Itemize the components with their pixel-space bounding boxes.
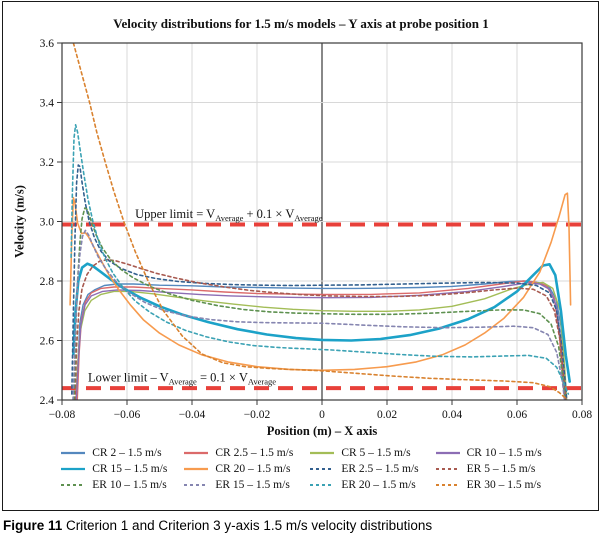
legend-item-er15: ER 15 – 1.5 m/s <box>183 479 293 491</box>
y-tick-label: 2.6 <box>40 336 55 348</box>
legend-swatch-er10 <box>61 484 86 486</box>
legend-item-cr5: CR 5 – 1.5 m/s <box>309 447 418 459</box>
caption-label: Figure 11 <box>3 518 63 533</box>
legend-item-er2_5: ER 2.5 – 1.5 m/s <box>309 463 419 475</box>
legend-swatch-er20 <box>310 484 335 486</box>
legend-swatch-er5 <box>435 468 460 470</box>
legend-item-er30: ER 30 – 1.5 m/s <box>435 479 542 491</box>
x-axis-label: Position (m) – X axis <box>266 424 378 438</box>
x-tick-label: 0.04 <box>442 409 462 421</box>
figure-border <box>2 1 599 511</box>
legend-swatch-cr20 <box>184 467 209 471</box>
series-er20 <box>70 124 570 395</box>
x-tick-label: 0.02 <box>377 409 397 421</box>
y-tick-label: 2.8 <box>40 276 55 288</box>
upper-limit-annotation: Upper limit = VAverage + 0.1 × VAverage <box>135 207 323 223</box>
series-er15 <box>72 229 566 401</box>
legend-label: ER 5 – 1.5 m/s <box>466 463 536 475</box>
figure-caption: Figure 11 Criterion 1 and Criterion 3 y-… <box>3 518 601 533</box>
legend-label: CR 2.5 – 1.5 m/s <box>215 447 294 459</box>
legend-label: ER 15 – 1.5 m/s <box>215 479 290 491</box>
legend-item-er20: ER 20 – 1.5 m/s <box>309 479 418 491</box>
legend-label: CR 20 – 1.5 m/s <box>215 463 291 475</box>
series-cr20 <box>69 192 572 372</box>
x-tick-label: 0.08 <box>572 409 592 421</box>
legend-label: CR 10 – 1.5 m/s <box>466 447 542 459</box>
y-tick-label: 3.4 <box>40 98 55 110</box>
legend-swatch-er30 <box>435 484 460 486</box>
legend-label: CR 15 – 1.5 m/s <box>92 463 168 475</box>
legend-label: CR 2 – 1.5 m/s <box>92 447 162 459</box>
legend-item-er10: ER 10 – 1.5 m/s <box>60 479 167 491</box>
legend-swatch-cr2 <box>61 451 86 455</box>
caption-text: Criterion 1 and Criterion 3 y-axis 1.5 m… <box>62 518 433 533</box>
series-er5 <box>74 258 567 401</box>
lower-limit-annotation: Lower limit – VAverage = 0.1 × VAverage <box>88 371 276 387</box>
legend-item-cr20: CR 20 – 1.5 m/s <box>183 463 293 475</box>
x-tick-label: 0 <box>319 409 325 421</box>
legend-item-cr10: CR 10 – 1.5 m/s <box>435 447 542 459</box>
y-tick-label: 3.2 <box>40 157 55 169</box>
y-axis-label: Velocity (m/s) <box>12 185 27 258</box>
plot-area: −0.08 −0.06 −0.04 −0.02 0 0.02 0.04 0.06 0.08 2.4… <box>40 38 593 421</box>
y-tick-label: 3.0 <box>40 217 55 229</box>
legend-swatch-er2_5 <box>310 468 335 470</box>
legend-item-cr2: CR 2 – 1.5 m/s <box>60 447 167 459</box>
legend-swatch-cr2_5 <box>184 451 209 455</box>
legend-label: CR 5 – 1.5 m/s <box>341 447 411 459</box>
legend-label: ER 20 – 1.5 m/s <box>341 479 416 491</box>
x-tick-label: −0.04 <box>179 409 206 421</box>
series-er10 <box>73 207 566 401</box>
legend-label: ER 2.5 – 1.5 m/s <box>341 463 419 475</box>
y-tick-label: 2.4 <box>40 395 55 407</box>
series-er2_5 <box>71 164 568 401</box>
series-cr5 <box>75 281 568 401</box>
x-tick-label: −0.08 <box>49 409 76 421</box>
legend-label: ER 10 – 1.5 m/s <box>92 479 167 491</box>
legend-label: ER 30 – 1.5 m/s <box>466 479 542 491</box>
legend-swatch-cr5 <box>310 451 335 455</box>
legend-swatch-er15 <box>184 484 209 486</box>
x-tick-label: 0.06 <box>507 409 527 421</box>
legend-item-er5: ER 5 – 1.5 m/s <box>435 463 542 475</box>
y-tick-label: 3.6 <box>40 38 55 50</box>
legend: CR 2 – 1.5 m/s CR 2.5 – 1.5 m/s CR 5 – 1.5… <box>0 447 602 491</box>
legend-item-cr15: CR 15 – 1.5 m/s <box>60 463 167 475</box>
legend-swatch-cr10 <box>435 451 460 455</box>
x-tick-label: −0.06 <box>114 409 141 421</box>
series-er30 <box>72 42 567 400</box>
chart-title: Velocity distributions for 1.5 m/s model… <box>113 16 489 31</box>
legend-item-cr2_5: CR 2.5 – 1.5 m/s <box>183 447 293 459</box>
x-tick-label: −0.02 <box>244 409 271 421</box>
legend-swatch-cr15 <box>61 467 86 471</box>
series-cr10 <box>75 282 566 401</box>
